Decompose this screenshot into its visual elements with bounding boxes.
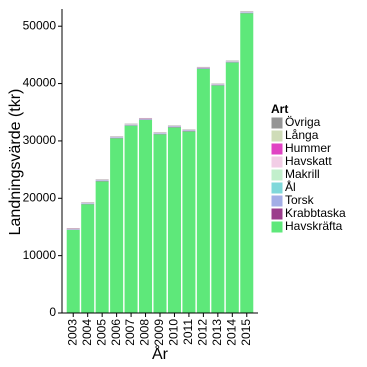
bar-segment bbox=[153, 134, 167, 313]
legend-key bbox=[270, 168, 284, 182]
bar-segment bbox=[196, 68, 210, 313]
legend-key bbox=[270, 116, 284, 130]
x-tick-label: 2006 bbox=[109, 319, 123, 346]
x-tick-label: 2010 bbox=[167, 319, 181, 346]
bar-segment bbox=[110, 138, 124, 313]
legend-key bbox=[270, 142, 284, 156]
legend-key bbox=[270, 207, 284, 221]
bar-segment bbox=[225, 62, 239, 313]
bar-segment bbox=[81, 204, 95, 313]
x-tick-label: 2004 bbox=[80, 319, 94, 346]
y-tick-label: 20000 bbox=[23, 190, 57, 204]
x-tick-label: 2015 bbox=[239, 319, 253, 346]
legend-title: Art bbox=[271, 102, 288, 116]
legend-label: Havskräfta bbox=[285, 219, 343, 233]
legend-key bbox=[270, 220, 284, 234]
legend-key bbox=[270, 194, 284, 208]
bar-segment bbox=[95, 181, 109, 313]
bar-segment bbox=[139, 119, 153, 313]
legend-key bbox=[270, 181, 284, 195]
x-tick-label: 2009 bbox=[152, 319, 166, 346]
x-axis-label: År bbox=[152, 344, 169, 363]
y-tick-label: 0 bbox=[49, 305, 56, 319]
y-tick-label: 40000 bbox=[23, 76, 57, 90]
y-tick-label: 30000 bbox=[23, 133, 57, 147]
bar-segment bbox=[124, 125, 138, 314]
legend-key bbox=[270, 155, 284, 169]
bar-segment bbox=[240, 13, 254, 314]
y-tick-label: 10000 bbox=[23, 248, 57, 262]
y-tick-label: 50000 bbox=[23, 18, 57, 32]
x-tick-label: 2014 bbox=[224, 319, 238, 346]
legend-label: Torsk bbox=[285, 193, 315, 207]
legend-label: Havskatt bbox=[285, 154, 332, 168]
legend-label: Långa bbox=[285, 128, 319, 142]
x-tick-label: 2008 bbox=[138, 319, 152, 346]
x-tick-label: 2007 bbox=[123, 319, 137, 346]
bar-segment bbox=[167, 127, 181, 313]
legend-label: Ål bbox=[285, 179, 296, 194]
x-tick-label: 2012 bbox=[196, 319, 210, 346]
legend-key bbox=[270, 129, 284, 143]
x-tick-label: 2011 bbox=[181, 319, 195, 345]
bar-segment bbox=[182, 131, 196, 313]
x-tick-label: 2013 bbox=[210, 319, 224, 346]
y-axis-label: Landningsvärde (tkr) bbox=[7, 89, 24, 236]
bar-segment bbox=[211, 85, 225, 314]
legend-label: Makrill bbox=[285, 167, 320, 181]
x-tick-label: 2003 bbox=[65, 319, 79, 346]
bar-segment bbox=[66, 230, 80, 313]
legend-label: Hummer bbox=[285, 141, 331, 155]
legend-label: Övriga bbox=[285, 115, 321, 129]
x-tick-label: 2005 bbox=[94, 319, 108, 346]
legend-label: Krabbtaska bbox=[285, 206, 346, 220]
